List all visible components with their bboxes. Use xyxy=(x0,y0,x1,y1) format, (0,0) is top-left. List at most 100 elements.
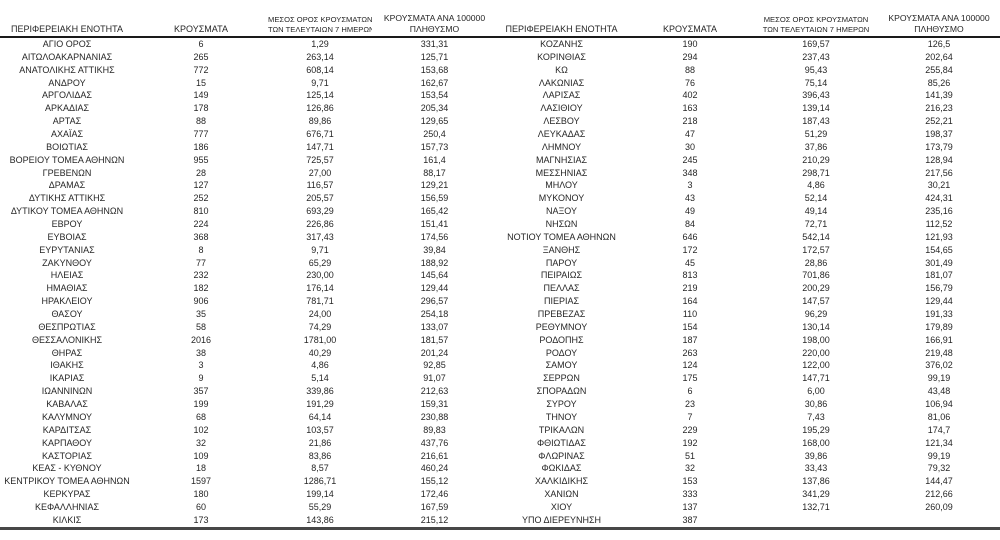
table-row: ΚΕΡΚΥΡΑΣ 180 199,14 172,46 ΧΑΝΙΩΝ 333 341,29 21… xyxy=(0,488,1000,501)
avg7-cell: 542,14 xyxy=(802,231,830,242)
per100k-cell: 296,57 xyxy=(420,296,449,307)
table-row: ΘΑΣΟΥ 35 24,00 254,18 ΠΡΕΒΕΖΑΣ 110 96,29 191,33 xyxy=(0,308,1000,321)
per100k-cell: 141,39 xyxy=(925,90,953,101)
avg7-cell: 49,14 xyxy=(804,206,828,217)
region-cell: ΕΥΡΥΤΑΝΙΑΣ xyxy=(39,244,95,255)
avg7-cell: 317,43 xyxy=(306,231,334,242)
cases-cell: 172 xyxy=(682,244,698,255)
table-row: ΑΡΤΑΣ 88 89,86 129,65 ΛΕΣΒΟΥ 218 187,43 252,21 xyxy=(0,115,1000,128)
cases-cell: 28 xyxy=(195,167,206,178)
avg7-cell: 176,14 xyxy=(306,283,334,294)
avg7-cell: 693,29 xyxy=(306,206,334,217)
per100k-cell: 99,19 xyxy=(927,450,951,461)
avg7-cell: 75,14 xyxy=(804,77,828,88)
region-cell: ΚΑΒΑΛΑΣ xyxy=(46,399,88,410)
header-per100k-left: ΚΡΟΥΣΜΑΤΑ ΑΝΑ 100000 ΠΛΗΘΥΣΜΟ xyxy=(372,13,497,38)
cases-cell: 88 xyxy=(684,64,695,75)
region-cell: ΚΑΡΠΑΘΟΥ xyxy=(41,437,93,448)
per100k-cell: 121,93 xyxy=(925,231,953,242)
region-cell: ΛΑΣΙΘΙΟΥ xyxy=(540,103,583,114)
per100k-cell: 155,12 xyxy=(420,476,449,487)
table-row: ΚΑΡΠΑΘΟΥ 32 21,86 437,76 ΦΘΙΩΤΙΔΑΣ 192 168,00 1… xyxy=(0,437,1000,450)
header-per100k-right-line1: ΚΡΟΥΣΜΑΤΑ ΑΝΑ 100000 xyxy=(888,13,990,23)
avg7-cell: 725,57 xyxy=(306,154,334,165)
cases-cell: 265 xyxy=(193,51,209,62)
table-row: ΑΙΤΩΛΟΑΚΑΡΝΑΝΙΑΣ 265 263,14 125,71 ΚΟΡΙΝΘΙΑΣ… xyxy=(0,51,1000,64)
region-cell: ΚΟΖΑΝΗΣ xyxy=(540,39,583,49)
region-cell: ΠΡΕΒΕΖΑΣ xyxy=(537,309,586,320)
per100k-cell: 99,19 xyxy=(927,373,951,384)
cases-cell: 646 xyxy=(682,231,698,242)
avg7-cell: 52,14 xyxy=(804,193,828,204)
cases-cell: 772 xyxy=(193,64,209,75)
region-cell: ΑΓΙΟ ΟΡΟΣ xyxy=(42,39,92,49)
per100k-cell: 250,4 xyxy=(423,129,446,140)
region-cell: ΠΑΡΟΥ xyxy=(545,257,578,268)
table-row: ΘΕΣΣΑΛΟΝΙΚΗΣ 2016 1781,00 181,57 ΡΟΔΟΠΗΣ 187 1… xyxy=(0,334,1000,347)
region-cell: ΛΕΣΒΟΥ xyxy=(543,116,580,127)
avg7-cell: 226,86 xyxy=(306,219,334,230)
cases-cell: 124 xyxy=(682,360,698,371)
cases-cell: 76 xyxy=(684,77,695,88)
cases-cell: 387 xyxy=(626,513,754,530)
region-cell: ΑΡΚΑΔΙΑΣ xyxy=(44,103,90,114)
table-row: ΕΥΡΥΤΑΝΙΑΣ 8 9,71 39,84 ΞΑΝΘΗΣ 172 172,57 154,6… xyxy=(0,244,1000,257)
per100k-cell: 174,7 xyxy=(927,424,951,435)
table-row: ΑΝΔΡΟΥ 15 9,71 162,67 ΛΑΚΩΝΙΑΣ 76 75,14 85,26 xyxy=(0,77,1000,90)
per100k-cell: 129,44 xyxy=(925,296,953,307)
header-avg7-right-line2: ΤΩΝ ΤΕΛΕΥΤΑΙΩΝ 7 ΗΜΕΡΩΝ xyxy=(762,24,870,34)
cases-cell: 357 xyxy=(193,386,209,397)
per100k-cell: 89,83 xyxy=(423,424,446,435)
per100k-cell: 125,71 xyxy=(420,51,449,62)
cases-cell: 252 xyxy=(193,193,209,204)
cases-cell: 813 xyxy=(682,270,698,281)
region-cell: ΙΚΑΡΙΑΣ xyxy=(49,373,85,384)
cases-cell: 245 xyxy=(682,154,698,165)
header-per100k-right: ΚΡΟΥΣΜΑΤΑ ΑΝΑ 100000 ΠΛΗΘΥΣΜΟ xyxy=(878,13,1000,38)
per100k-cell: 156,79 xyxy=(925,283,953,294)
avg7-cell: 4,86 xyxy=(807,180,825,191)
header-avg7-right: ΜΕΣΟΣ ΟΡΟΣ ΚΡΟΥΣΜΑΤΩΝ ΤΩΝ ΤΕΛΕΥΤΑΙΩΝ 7 Η… xyxy=(754,13,878,38)
avg7-cell: 172,57 xyxy=(802,244,830,255)
cases-cell: 154 xyxy=(682,321,698,332)
avg7-cell: 608,14 xyxy=(306,64,334,75)
cases-table: ΠΕΡΙΦΕΡΕΙΑΚΗ ΕΝΟΤΗΤΑ ΚΡΟΥΣΜΑΤΑ ΜΕΣΟΣ ΟΡΟ… xyxy=(0,13,1000,530)
region-cell: ΚΑΛΥΜΝΟΥ xyxy=(41,411,93,422)
header-region-left: ΠΕΡΙΦΕΡΕΙΑΚΗ ΕΝΟΤΗΤΑ xyxy=(0,13,134,38)
region-cell: ΠΙΕΡΙΑΣ xyxy=(543,296,580,307)
per100k-cell: 81,06 xyxy=(927,411,951,422)
cases-cell: 294 xyxy=(682,51,698,62)
cases-cell: 906 xyxy=(193,296,209,307)
cases-cell: 190 xyxy=(682,39,698,49)
region-cell: ΦΩΚΙΔΑΣ xyxy=(541,463,582,474)
region-cell: ΚΕΡΚΥΡΑΣ xyxy=(43,489,91,500)
avg7-cell: 147,71 xyxy=(802,373,830,384)
avg7-cell: 28,86 xyxy=(804,257,828,268)
cases-cell: 7 xyxy=(687,411,693,422)
cases-cell: 32 xyxy=(684,463,695,474)
avg7-cell: 1781,00 xyxy=(303,334,337,345)
avg7-cell: 4,86 xyxy=(311,360,329,371)
table-row: ΙΘΑΚΗΣ 3 4,86 92,85 ΣΑΜΟΥ 124 122,00 376,02 xyxy=(0,359,1000,372)
region-cell: ΚΟΡΙΝΘΙΑΣ xyxy=(537,51,586,62)
per100k-cell: 301,49 xyxy=(925,257,953,268)
region-cell: ΗΡΑΚΛΕΙΟΥ xyxy=(41,296,93,307)
cases-cell: 35 xyxy=(195,309,206,320)
table-row: ΔΥΤΙΚΟΥ ΤΟΜΕΑ ΑΘΗΝΩΝ 810 693,29 165,42 ΝΑΞΟΥ… xyxy=(0,205,1000,218)
region-cell: ΒΟΡΕΙΟΥ ΤΟΜΕΑ ΑΘΗΝΩΝ xyxy=(9,154,125,165)
region-cell: ΛΑΚΩΝΙΑΣ xyxy=(538,77,585,88)
avg7-cell: 96,29 xyxy=(804,309,828,320)
region-cell: ΔΡΑΜΑΣ xyxy=(48,180,86,191)
region-cell: ΑΝΔΡΟΥ xyxy=(48,77,86,88)
cases-cell: 182 xyxy=(193,283,209,294)
cases-cell: 8 xyxy=(198,244,204,255)
cases-cell: 263 xyxy=(682,347,698,358)
per100k-cell: 106,94 xyxy=(925,399,953,410)
cases-cell: 6 xyxy=(198,39,204,49)
region-cell: ΚΑΡΔΙΤΣΑΣ xyxy=(42,424,92,435)
cases-cell: 49 xyxy=(684,206,695,217)
table-row: ΗΛΕΙΑΣ 232 230,00 145,64 ΠΕΙΡΑΙΩΣ 813 701,86 18… xyxy=(0,269,1000,282)
region-cell: ΚΑΣΤΟΡΙΑΣ xyxy=(42,450,92,461)
region-cell: ΜΥΚΟΝΟΥ xyxy=(538,193,585,204)
cases-cell: 368 xyxy=(193,231,209,242)
